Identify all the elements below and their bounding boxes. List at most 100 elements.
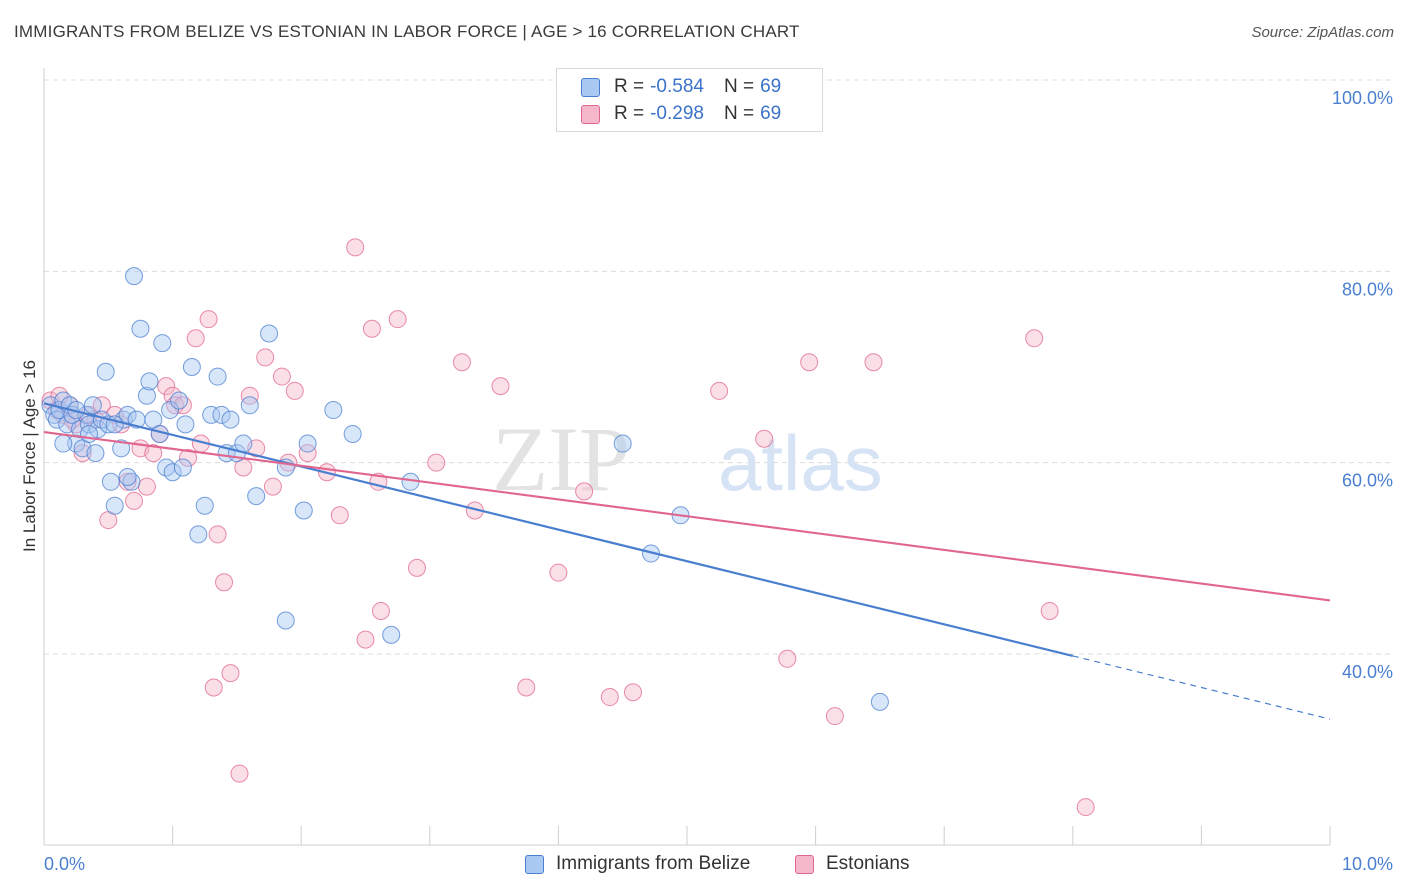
data-point	[575, 482, 594, 501]
data-point	[112, 439, 131, 458]
data-point	[189, 525, 208, 544]
data-point	[324, 401, 343, 420]
data-point	[362, 319, 381, 338]
data-point	[118, 468, 137, 487]
y-tick-label: 100.0%	[1332, 88, 1393, 108]
data-point	[137, 477, 156, 496]
data-point	[356, 630, 375, 649]
data-point	[240, 396, 259, 415]
data-point	[173, 458, 192, 477]
data-point	[517, 678, 536, 697]
data-point	[1040, 601, 1059, 620]
chart-source: Source: ZipAtlas.com	[1251, 24, 1394, 41]
data-point	[163, 463, 182, 482]
data-point	[298, 434, 317, 453]
data-point	[212, 405, 231, 424]
data-point	[864, 353, 883, 372]
x-tick-labels: 0.0% 10.0%	[44, 854, 1393, 874]
series-label-estonians: Estonians	[826, 853, 910, 874]
data-point	[256, 348, 275, 367]
data-point	[170, 391, 189, 410]
watermark-zip: ZIP	[492, 408, 630, 510]
data-point	[80, 424, 99, 443]
data-point	[452, 353, 471, 372]
data-point	[491, 377, 510, 396]
legend-swatch-belize	[581, 77, 600, 97]
data-point	[343, 424, 362, 443]
trend-line-extension	[1072, 655, 1331, 720]
data-point	[215, 573, 234, 592]
data-point	[272, 367, 291, 386]
data-point	[346, 238, 365, 257]
data-point	[800, 353, 819, 372]
data-point	[371, 601, 390, 620]
data-point	[240, 386, 259, 405]
data-point	[870, 692, 889, 711]
data-point	[208, 525, 227, 544]
data-point	[388, 310, 407, 329]
data-point	[157, 377, 176, 396]
data-point	[202, 405, 221, 424]
data-point	[294, 501, 313, 520]
data-point	[778, 649, 797, 668]
legend-r-value: -0.584	[650, 76, 704, 97]
legend-r-value: -0.298	[650, 103, 704, 124]
axes	[43, 68, 1331, 846]
data-point	[101, 472, 120, 491]
data-point	[144, 444, 163, 463]
y-tick-label: 40.0%	[1342, 662, 1393, 682]
data-point	[131, 319, 150, 338]
data-point	[549, 563, 568, 582]
data-point	[125, 491, 144, 510]
series-label-belize: Immigrants from Belize	[556, 853, 751, 874]
data-point	[613, 434, 632, 453]
data-point	[755, 429, 774, 448]
watermark: ZIP atlas	[492, 408, 883, 510]
legend-row-estonians: R = -0.298 N = 69	[581, 101, 781, 127]
series-legend-estonians: Estonians	[795, 850, 909, 878]
legend-n-value: 69	[760, 103, 782, 124]
data-point	[83, 396, 102, 415]
data-point	[137, 386, 156, 405]
series-legend-belize: Immigrants from Belize	[525, 850, 750, 878]
data-point	[1025, 329, 1044, 348]
legend-r-label: R =	[614, 76, 645, 97]
data-point	[298, 444, 317, 463]
data-point	[407, 558, 426, 577]
x-tick-label: 10.0%	[1342, 854, 1393, 874]
data-point	[221, 410, 240, 429]
data-point	[182, 358, 201, 376]
data-point	[86, 444, 105, 463]
watermark-atlas: atlas	[718, 419, 883, 507]
data-point	[179, 448, 198, 467]
correlation-legend: R = -0.584 N = 69 R = -0.298 N = 69	[556, 68, 823, 132]
legend-n-value: 69	[760, 76, 782, 97]
data-point	[195, 496, 214, 515]
data-point	[89, 420, 108, 439]
trend-line	[43, 430, 1331, 602]
data-point	[276, 611, 295, 630]
trend-line	[43, 402, 1074, 657]
legend-swatch-estonians	[581, 104, 600, 124]
data-point	[1076, 798, 1095, 817]
data-point	[230, 764, 249, 783]
data-point	[600, 688, 619, 707]
data-point	[125, 267, 144, 286]
y-axis-title: In Labor Force | Age > 16	[20, 360, 39, 552]
data-point	[221, 664, 240, 683]
data-point	[263, 477, 282, 496]
legend-r-label: R =	[614, 103, 645, 124]
data-point	[623, 683, 642, 702]
data-point	[161, 401, 180, 420]
data-point	[96, 362, 115, 381]
data-point	[153, 334, 172, 353]
data-point	[105, 496, 124, 515]
series-swatch-belize	[525, 854, 544, 874]
series-swatch-estonians	[795, 854, 814, 874]
y-tick-labels: 100.0% 80.0% 60.0% 40.0%	[1332, 88, 1393, 682]
data-point	[54, 434, 73, 453]
y-tick-label: 80.0%	[1342, 279, 1393, 299]
trend-lines	[43, 402, 1331, 720]
data-point	[247, 487, 266, 506]
